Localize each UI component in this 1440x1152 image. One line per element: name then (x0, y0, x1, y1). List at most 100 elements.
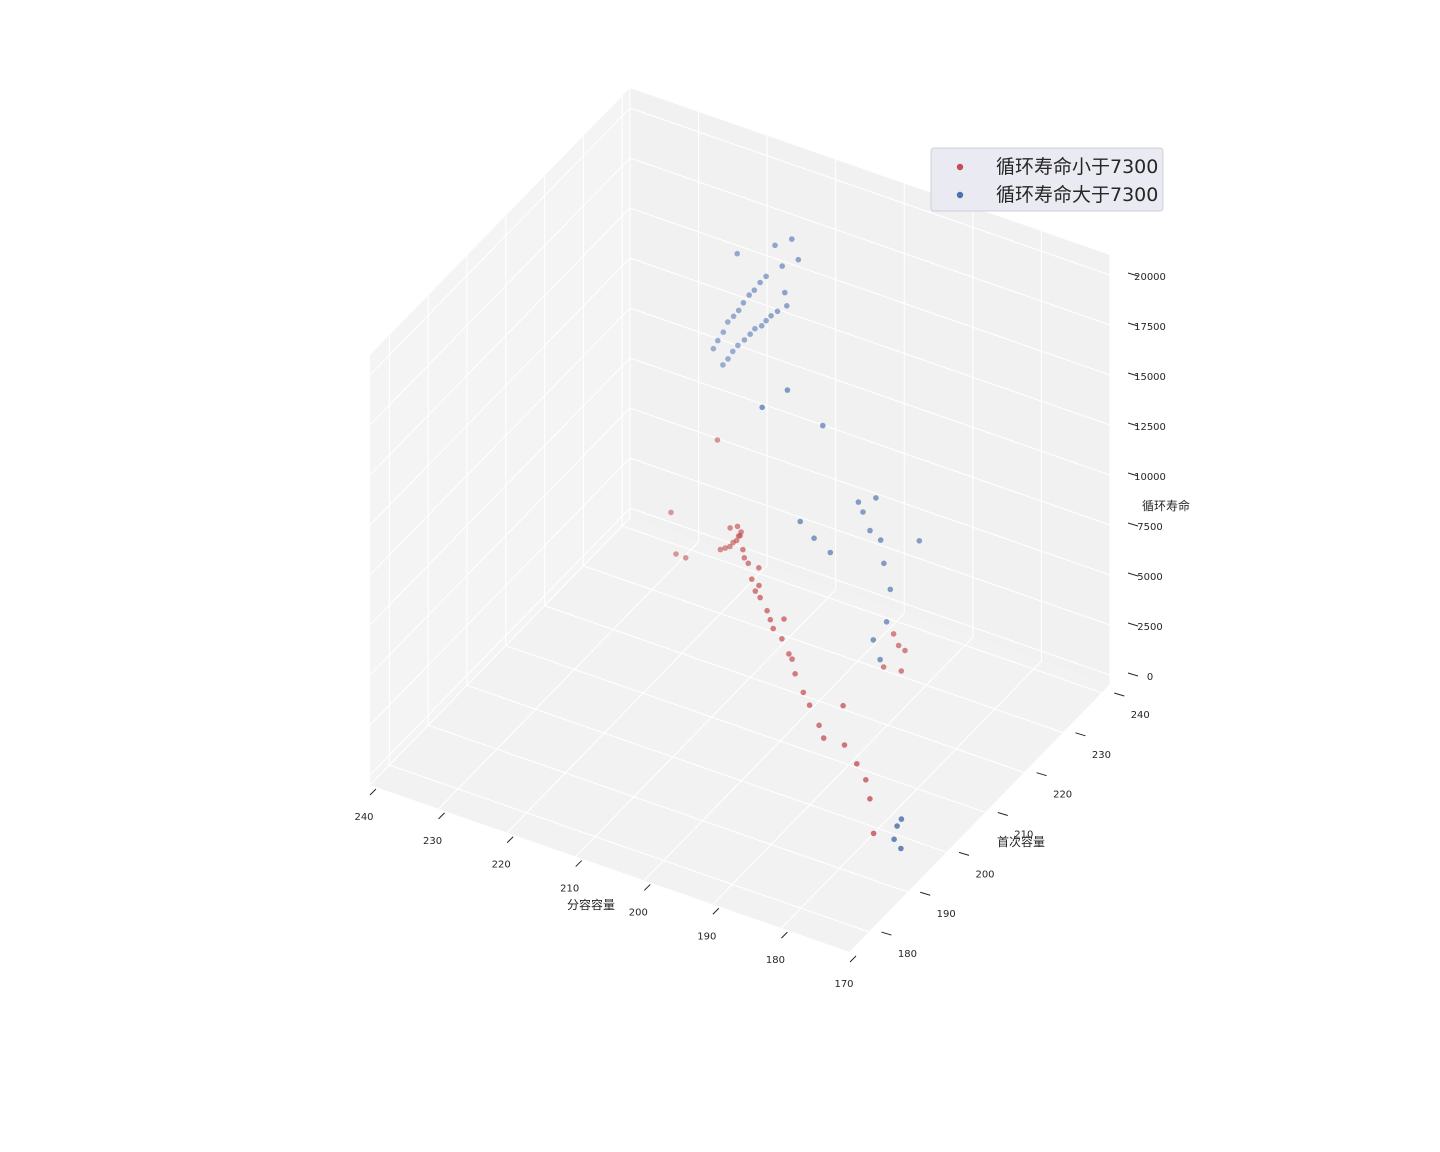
z-tick (1127, 422, 1139, 427)
legend: 循环寿命小于7300 循环寿命大于7300 (930, 147, 1164, 212)
point-series-1 (738, 529, 744, 535)
point-series-2 (752, 325, 758, 332)
point-series-2 (797, 518, 803, 525)
point-series-2 (784, 303, 790, 309)
grid-z-right (629, 457, 1111, 626)
axis-ticks: 240 230 220 210 200 190 180 170 180 190 200 210 220 2… (354, 272, 1165, 990)
grid-z-left (369, 257, 631, 526)
point-series-2 (887, 586, 894, 593)
point-series-2 (873, 495, 879, 501)
grid-z-right (629, 307, 1111, 476)
z-tick-label: 12500 (1134, 422, 1166, 433)
z-tick-label: 17500 (1134, 322, 1166, 333)
point-series-2 (730, 313, 737, 320)
grid-x-floor (506, 565, 768, 834)
point-series-2 (820, 422, 826, 429)
point-series-2 (898, 845, 904, 852)
point-series-1 (880, 664, 887, 670)
point-series-1 (756, 565, 762, 571)
scatter-points (668, 236, 923, 852)
x-tick (438, 812, 445, 820)
x-tick-label: 190 (697, 931, 716, 942)
point-series-1 (740, 546, 746, 553)
legend-box (930, 147, 1164, 212)
point-series-1 (734, 523, 741, 530)
z-tick (1127, 472, 1139, 477)
legend-marker-blue (956, 191, 964, 199)
point-series-2 (877, 656, 883, 663)
point-series-2 (782, 289, 788, 296)
y-tick (958, 851, 970, 856)
point-series-1 (764, 607, 770, 614)
grid-z-right (629, 107, 1111, 276)
grid-x-floor (781, 660, 1042, 929)
left-pane (370, 88, 630, 785)
point-series-2 (751, 287, 758, 294)
point-series-2 (720, 362, 726, 368)
point-series-2 (891, 836, 897, 843)
point-series-2 (725, 356, 731, 362)
point-series-1 (863, 777, 869, 783)
point-series-1 (895, 642, 902, 649)
point-series-2 (735, 342, 741, 349)
point-series-1 (800, 689, 807, 696)
point-series-2 (811, 535, 817, 541)
point-series-2 (877, 537, 884, 543)
point-series-1 (730, 539, 736, 546)
y-axis-label: 首次容量 (997, 834, 1045, 849)
point-series-1 (806, 702, 813, 708)
point-series-1 (779, 636, 785, 642)
point-series-1 (682, 555, 689, 561)
z-tick-label: 5000 (1137, 572, 1162, 583)
z-tick (1127, 272, 1139, 277)
point-series-2 (774, 308, 781, 315)
floor-pane (370, 518, 1110, 952)
point-series-2 (730, 348, 736, 355)
y-tick-label: 180 (898, 949, 917, 960)
grid-z-right (629, 357, 1111, 526)
point-series-1 (735, 533, 742, 539)
grid-x-floor (712, 636, 974, 905)
grid-lines (369, 88, 1111, 953)
x-axis-label: 分容容量 (567, 897, 615, 912)
z-tick (1127, 372, 1139, 377)
point-series-2 (746, 292, 752, 298)
point-series-2 (883, 619, 890, 625)
z-tick-label: 10000 (1134, 472, 1166, 483)
point-series-1 (902, 647, 908, 654)
legend-marker-red (956, 163, 964, 171)
grid-z-right (629, 157, 1111, 326)
point-series-1 (786, 651, 792, 657)
point-series-1 (789, 656, 795, 662)
y-tick-label: 210 (1014, 830, 1033, 841)
point-series-1 (745, 560, 752, 567)
grid-z-right (629, 507, 1111, 676)
point-series-1 (673, 551, 679, 557)
x-tick-label: 180 (766, 955, 785, 966)
point-series-1 (867, 796, 873, 802)
z-tick-label: 2500 (1137, 622, 1162, 633)
point-series-1 (781, 616, 787, 622)
point-series-1 (841, 742, 848, 748)
point-series-1 (749, 576, 755, 582)
grid-z-right (629, 207, 1111, 376)
z-tick-label: 0 (1147, 672, 1153, 683)
point-series-2 (855, 499, 862, 505)
point-series-2 (734, 250, 740, 257)
point-series-2 (894, 823, 900, 829)
point-series-1 (840, 702, 846, 709)
grid-z-left (369, 157, 631, 426)
point-series-2 (758, 323, 765, 329)
grid-y-floor (505, 645, 987, 814)
grid-y-floor (428, 724, 909, 893)
z-tick-label: 20000 (1134, 272, 1166, 283)
axes-panes (370, 88, 1110, 952)
point-series-1 (727, 543, 733, 550)
x-tick (506, 836, 514, 844)
grid-z-right (629, 257, 1111, 426)
point-series-2 (710, 345, 717, 352)
y-tick-label: 230 (1092, 750, 1111, 761)
point-series-2 (827, 549, 834, 556)
point-series-1 (816, 722, 822, 729)
point-series-2 (725, 319, 731, 325)
